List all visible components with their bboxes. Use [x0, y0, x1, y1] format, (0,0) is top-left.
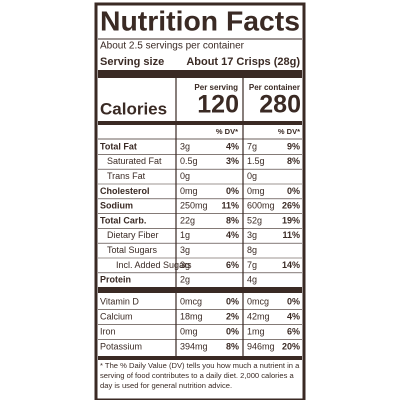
dv-serving: 8% [226, 341, 239, 351]
amount-container: 1.5g [247, 156, 265, 166]
dv-container: 9% [287, 141, 300, 151]
amount-container: 600mg [247, 201, 275, 211]
amount-container: 0g [247, 171, 257, 181]
medium-rule [98, 356, 302, 360]
nutrient-name: Saturated Fat [107, 156, 162, 166]
amount-container: 0mcg [247, 296, 269, 306]
column-header: Per container [249, 83, 300, 92]
dv-serving: 3% [226, 156, 239, 166]
thick-rule [98, 70, 302, 78]
dv-container: 0% [287, 186, 300, 196]
footnote: * The % Daily Value (DV) tells you how m… [100, 361, 300, 390]
nutrient-name: Cholesterol [100, 186, 150, 196]
nutrient-name: Total Sugars [107, 245, 158, 255]
medium-rule [98, 121, 302, 125]
dv-serving: 0% [226, 186, 239, 196]
dv-container: 6% [287, 326, 300, 336]
dv-container: 11% [282, 230, 300, 240]
nutrient-name: Sodium [100, 201, 133, 211]
nutrient-name: Dietary Fiber [107, 230, 159, 240]
nutrient-name: Vitamin D [100, 296, 139, 306]
dv-label: % DV* [216, 127, 238, 136]
amount-serving: 3g [180, 260, 190, 270]
calories-serving: 120 [197, 91, 239, 119]
amount-serving: 394mg [180, 341, 208, 351]
amount-serving: 250mg [180, 201, 208, 211]
amount-container: 0mg [247, 186, 265, 196]
dv-label: % DV* [278, 127, 300, 136]
amount-container: 42mg [247, 311, 270, 321]
amount-serving: 3g [180, 245, 190, 255]
amount-serving: 0mg [180, 326, 198, 336]
dv-container: 8% [287, 156, 300, 166]
amount-container: 7g [247, 141, 257, 151]
dv-container: 0% [287, 296, 300, 306]
dv-container: 19% [282, 215, 300, 225]
amount-serving: 0.5g [180, 156, 198, 166]
nutrient-name: Protein [100, 275, 131, 285]
dv-serving: 4% [226, 141, 239, 151]
nutrient-name: Incl. Added Sugars [116, 260, 192, 270]
nutrient-name: Total Carb. [100, 215, 146, 225]
dv-serving: 6% [226, 260, 239, 270]
dv-serving: 8% [226, 215, 239, 225]
dv-container: 14% [282, 260, 300, 270]
amount-serving: 3g [180, 141, 190, 151]
amount-container: 4g [247, 275, 257, 285]
amount-serving: 0g [180, 171, 190, 181]
serving-size-label: Serving size [100, 56, 164, 68]
nutrient-name: Trans Fat [107, 171, 146, 181]
amount-container: 3g [247, 230, 257, 240]
amount-serving: 1g [180, 230, 190, 240]
thick-rule [98, 287, 302, 293]
column-header: Per serving [194, 83, 238, 92]
title: Nutrition Facts [100, 5, 300, 36]
amount-serving: 22g [180, 215, 195, 225]
servings: About 2.5 servings per container [100, 41, 245, 52]
nutrient-name: Potassium [100, 341, 142, 351]
nutrient-name: Iron [100, 326, 116, 336]
dv-serving: 2% [226, 311, 239, 321]
amount-container: 52g [247, 215, 262, 225]
amount-container: 946mg [247, 341, 275, 351]
amount-container: 8g [247, 245, 257, 255]
dv-serving: 0% [226, 296, 239, 306]
dv-container: 26% [282, 201, 300, 211]
amount-container: 7g [247, 260, 257, 270]
amount-serving: 18mg [180, 311, 203, 321]
amount-serving: 0mg [180, 186, 198, 196]
dv-serving: 0% [226, 326, 239, 336]
amount-container: 1mg [247, 326, 265, 336]
nutrient-name: Calcium [100, 311, 133, 321]
calories-container: 280 [259, 91, 301, 119]
dv-serving: 4% [226, 230, 239, 240]
dv-serving: 11% [221, 201, 239, 211]
amount-serving: 2g [180, 275, 190, 285]
dv-container: 20% [282, 341, 300, 351]
serving-size-value: About 17 Crisps (28g) [186, 56, 300, 68]
amount-serving: 0mcg [180, 296, 202, 306]
dv-container: 4% [287, 311, 300, 321]
nutrient-name: Total Fat [100, 141, 137, 151]
calories-label: Calories [100, 99, 167, 118]
